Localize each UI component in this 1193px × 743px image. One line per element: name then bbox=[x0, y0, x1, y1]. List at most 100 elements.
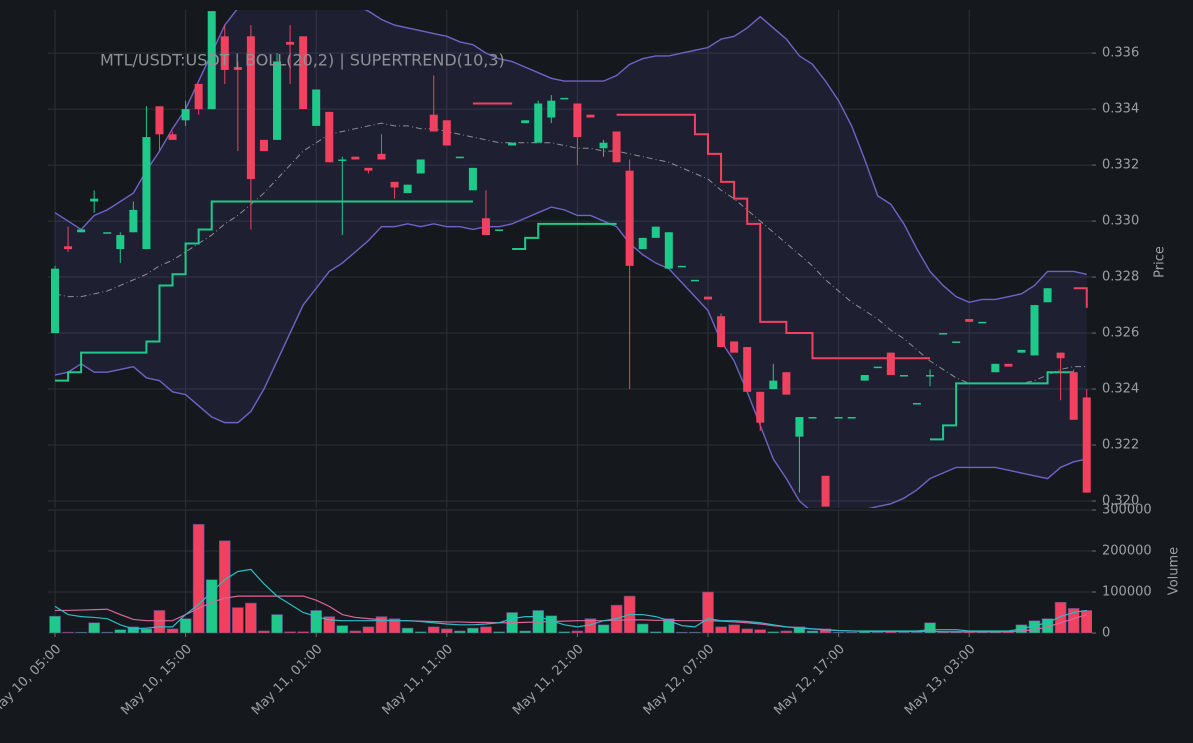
candle-body bbox=[351, 156, 360, 160]
volume-bar bbox=[310, 610, 323, 633]
candle-body bbox=[273, 61, 282, 140]
volume-bar bbox=[480, 626, 492, 633]
y-tick-label: 300000 bbox=[1102, 503, 1152, 518]
volume-bar bbox=[1054, 601, 1067, 633]
y-tick-label: 0.328 bbox=[1102, 270, 1139, 285]
candle-body bbox=[455, 156, 464, 159]
volume-bar bbox=[349, 630, 362, 633]
candle-body bbox=[1082, 397, 1091, 493]
candle-body bbox=[821, 475, 830, 507]
candle-body bbox=[155, 106, 164, 135]
candle-body bbox=[442, 120, 451, 146]
volume-bar bbox=[49, 615, 61, 633]
volume-bar bbox=[440, 628, 453, 633]
candle-body bbox=[978, 321, 987, 324]
y-tick-label: 0.330 bbox=[1102, 214, 1139, 229]
y-tick-label: 0.334 bbox=[1102, 102, 1139, 117]
candle-body bbox=[873, 366, 882, 369]
candle-body bbox=[560, 97, 569, 100]
volume-bar bbox=[898, 631, 910, 633]
candle-body bbox=[782, 372, 791, 395]
candle-body bbox=[899, 375, 908, 377]
volume-bar bbox=[401, 627, 414, 633]
candle-body bbox=[495, 229, 504, 231]
volume-bar bbox=[715, 626, 727, 633]
candle-body bbox=[481, 218, 490, 236]
y-tick-label: 0.332 bbox=[1102, 158, 1139, 173]
volume-bar bbox=[218, 540, 231, 633]
candle-body bbox=[1017, 349, 1026, 353]
candle-body bbox=[625, 170, 634, 266]
volume-bar bbox=[75, 631, 87, 633]
candle-body bbox=[377, 153, 386, 160]
candle-body bbox=[220, 36, 229, 70]
y-tick-label: 0.324 bbox=[1102, 382, 1139, 397]
volume-bar bbox=[793, 626, 806, 633]
candle-body bbox=[847, 417, 856, 419]
candle-body bbox=[939, 333, 948, 335]
volume-bar bbox=[153, 610, 166, 633]
volume-bar bbox=[336, 625, 349, 633]
volume-bar bbox=[388, 618, 401, 633]
candle-body bbox=[651, 226, 660, 238]
candle-body bbox=[1004, 363, 1013, 367]
candle-body bbox=[429, 114, 438, 132]
volume-plot-area bbox=[48, 510, 1092, 633]
volume-bar bbox=[689, 631, 701, 633]
candle-body bbox=[965, 319, 974, 322]
volume-bar bbox=[101, 631, 114, 633]
candle-body bbox=[573, 103, 582, 138]
candle-body bbox=[926, 375, 935, 377]
candle-body bbox=[338, 159, 347, 161]
volume-bar bbox=[140, 628, 153, 633]
y-tick-label: 0.326 bbox=[1102, 326, 1139, 341]
volume-bar bbox=[741, 628, 753, 633]
candle-body bbox=[690, 279, 699, 282]
candle-body bbox=[704, 296, 712, 300]
bollinger-lower bbox=[54, 206, 1087, 508]
candle-body bbox=[677, 265, 686, 268]
candle-body bbox=[860, 375, 869, 381]
candle-body bbox=[991, 363, 1000, 373]
y-tick-label: 200000 bbox=[1102, 544, 1152, 559]
bollinger-band bbox=[55, 10, 1087, 508]
volume-bar bbox=[232, 607, 244, 633]
volume-bar bbox=[166, 628, 179, 633]
volume-bar bbox=[597, 624, 610, 633]
candle-body bbox=[808, 417, 817, 419]
volume-bar bbox=[192, 524, 205, 633]
volume-bar bbox=[676, 631, 688, 633]
volume-bar bbox=[127, 626, 140, 633]
candle-body bbox=[743, 347, 752, 392]
candle-body bbox=[638, 237, 647, 250]
volume-bar bbox=[767, 631, 780, 633]
candle-body bbox=[416, 159, 425, 174]
bollinger-upper bbox=[54, 10, 1087, 303]
volume-bar bbox=[832, 631, 845, 633]
candle-body bbox=[795, 417, 804, 437]
y-tick-label: 0 bbox=[1102, 626, 1110, 641]
volume-bar bbox=[519, 630, 531, 633]
candle-body bbox=[312, 89, 321, 126]
volume-bar bbox=[754, 629, 767, 633]
y-tick-label: 0.336 bbox=[1102, 46, 1139, 61]
volume-bar bbox=[271, 614, 283, 633]
candle-body bbox=[207, 11, 216, 110]
candle-body bbox=[1030, 305, 1039, 356]
candle-body bbox=[259, 139, 268, 152]
volume-bar bbox=[284, 631, 296, 633]
volume-bar bbox=[454, 630, 466, 633]
candle-body bbox=[508, 142, 517, 146]
candle-body bbox=[1069, 372, 1078, 420]
grid-layer bbox=[48, 10, 1092, 634]
candle-body bbox=[129, 209, 138, 233]
volume-bar bbox=[571, 630, 584, 633]
volume-bar bbox=[245, 602, 257, 633]
volume-bar bbox=[297, 631, 309, 633]
candle-body bbox=[103, 232, 112, 234]
volume-bar bbox=[819, 628, 832, 633]
volume-bar bbox=[427, 626, 440, 633]
candle-body bbox=[64, 246, 73, 250]
candle-body bbox=[769, 380, 778, 390]
